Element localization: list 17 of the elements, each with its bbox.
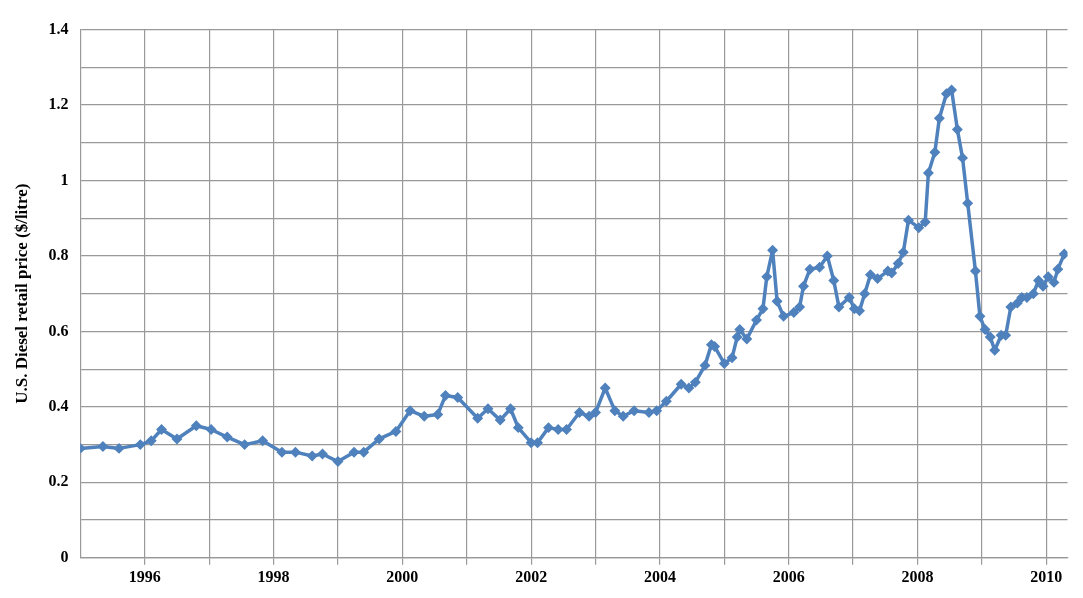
y-tick-label: 0.6 bbox=[48, 321, 69, 339]
y-tick-label: 0 bbox=[60, 547, 69, 565]
x-tick-label: 2008 bbox=[901, 567, 934, 585]
y-tick-label: 0.8 bbox=[48, 246, 69, 264]
y-tick-label: 1 bbox=[60, 170, 69, 188]
x-tick-label: 2004 bbox=[643, 567, 676, 585]
x-tick-label: 1996 bbox=[128, 567, 161, 585]
y-tick-label: 0.4 bbox=[48, 397, 69, 415]
x-tick-label: 1998 bbox=[257, 567, 290, 585]
x-tick-label: 2000 bbox=[386, 567, 419, 585]
y-tick-label: 1.2 bbox=[48, 95, 69, 113]
x-tick-label: 2010 bbox=[1030, 567, 1063, 585]
y-axis-title: U.S. Diesel retail price ($/litre) bbox=[11, 183, 31, 404]
y-tick-label: 0.2 bbox=[48, 472, 69, 490]
x-tick-label: 2002 bbox=[515, 567, 548, 585]
y-tick-label: 1.4 bbox=[48, 19, 69, 37]
x-tick-label: 2006 bbox=[772, 567, 805, 585]
